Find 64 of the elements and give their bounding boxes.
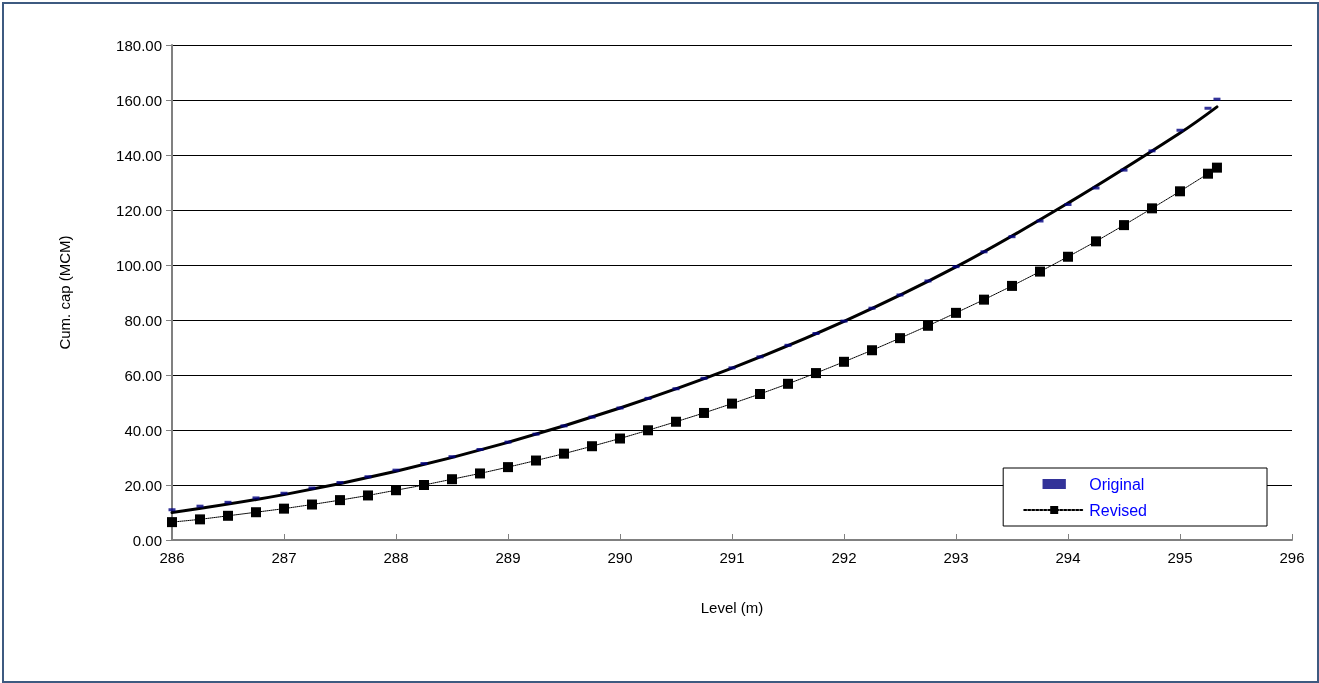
x-tick-label: 296: [1279, 549, 1305, 566]
point: [587, 441, 597, 452]
y-tick-label: 120.00: [116, 201, 162, 219]
point: [727, 398, 737, 409]
point: [671, 416, 681, 427]
point: [335, 495, 345, 506]
legend-label: Revised: [1089, 501, 1148, 519]
point: [475, 468, 485, 479]
x-tick-label: 292: [831, 549, 857, 566]
x-tick-label: 295: [1167, 549, 1193, 566]
x-tick-label: 287: [271, 549, 297, 566]
x-tick-label: 288: [383, 549, 409, 566]
point: [223, 510, 233, 521]
point: [1091, 236, 1101, 247]
point: [363, 490, 373, 501]
point: [195, 514, 205, 525]
point: [279, 503, 289, 514]
y-tick-label: 0.00: [132, 531, 162, 549]
x-tick-label: 290: [607, 549, 633, 566]
point: [419, 480, 429, 490]
point: [783, 378, 793, 389]
y-tick-label: 20.00: [124, 476, 162, 494]
point: [951, 307, 961, 318]
point: [1211, 162, 1222, 173]
point: [643, 425, 653, 436]
point: [559, 448, 569, 459]
point: [307, 499, 317, 510]
point: [1035, 266, 1045, 277]
point: [979, 294, 989, 305]
point: [531, 455, 541, 466]
point: [1007, 280, 1017, 291]
point: [755, 388, 765, 399]
x-tick-label: 289: [495, 549, 521, 566]
point: [839, 356, 849, 367]
point: [391, 485, 401, 496]
point: [167, 517, 177, 528]
point: [1063, 251, 1073, 262]
x-tick-label: 294: [1055, 549, 1081, 566]
y-tick-label: 80.00: [124, 311, 162, 329]
x-tick-label: 286: [159, 549, 185, 566]
point: [811, 368, 821, 379]
point: [503, 462, 513, 473]
y-tick-label: 140.00: [116, 146, 162, 164]
point: [1175, 186, 1185, 197]
x-axis-title: Level (m): [700, 599, 764, 616]
legend-label: Original: [1089, 475, 1145, 493]
point: [615, 433, 625, 444]
point: [1203, 168, 1213, 179]
y-tick-label: 40.00: [124, 421, 162, 439]
y-axis-title: Cum. cap (MCM): [56, 235, 73, 350]
x-tick-label: 291: [719, 549, 745, 566]
y-tick-label: 160.00: [116, 91, 162, 109]
point: [447, 474, 457, 485]
y-tick-label: 100.00: [116, 256, 162, 274]
point: [699, 407, 709, 418]
point: [923, 320, 933, 331]
point: [1119, 220, 1129, 231]
point: [895, 333, 905, 344]
y-tick-label: 180.00: [116, 36, 162, 54]
y-tick-label: 60.00: [124, 366, 162, 384]
x-tick-label: 293: [943, 549, 969, 566]
point: [1147, 203, 1157, 214]
point: [867, 345, 877, 356]
point: [251, 507, 261, 518]
